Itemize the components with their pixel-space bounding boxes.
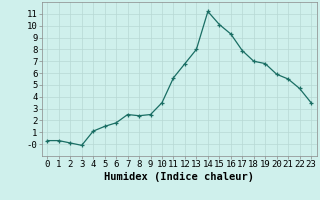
X-axis label: Humidex (Indice chaleur): Humidex (Indice chaleur) [104,172,254,182]
